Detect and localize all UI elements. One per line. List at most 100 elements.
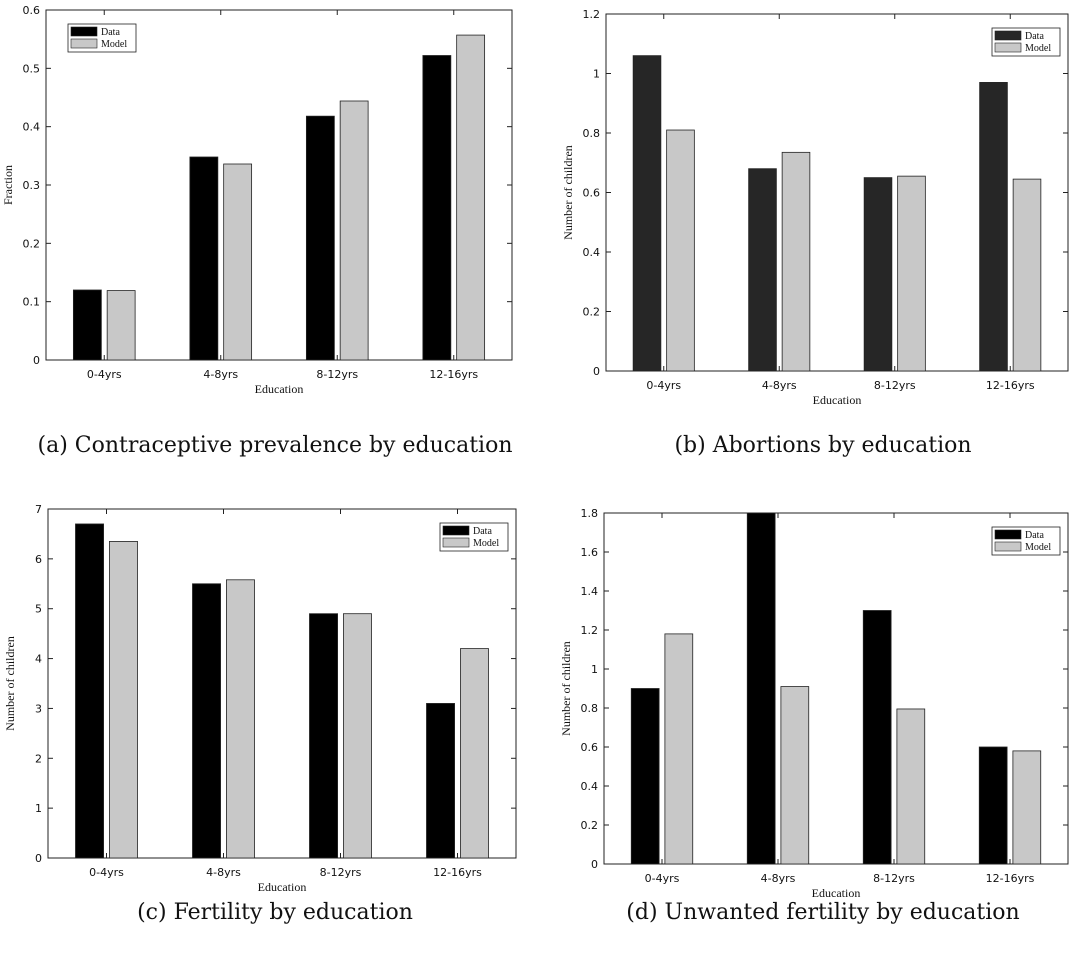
y-tick-label: 0.2 xyxy=(583,306,601,319)
y-tick-label: 1 xyxy=(35,802,42,815)
y-tick-label: 0 xyxy=(593,365,600,378)
x-tick-label: 8-12yrs xyxy=(874,379,916,392)
y-tick-label: 0.1 xyxy=(23,296,41,309)
y-tick-label: 0.8 xyxy=(581,702,599,715)
y-tick-label: 1.4 xyxy=(581,585,599,598)
y-tick-label: 0.4 xyxy=(23,121,41,134)
bar-model-4-8yrs xyxy=(223,163,253,361)
x-tick-label: 12-16yrs xyxy=(429,368,478,381)
y-tick-label: 1.2 xyxy=(583,8,601,21)
x-tick-label: 12-16yrs xyxy=(986,379,1035,392)
legend-label-data: Data xyxy=(101,27,120,38)
caption-c: (c) Fertility by education xyxy=(137,900,413,925)
x-tick-label: 4-8yrs xyxy=(203,368,238,381)
y-tick-label: 1.8 xyxy=(581,507,599,520)
legend-swatch-data xyxy=(994,30,1022,41)
caption-d: (d) Unwanted fertility by education xyxy=(626,900,1020,925)
y-tick-label: 0.6 xyxy=(583,187,601,200)
y-axis-label: Number of children xyxy=(559,641,573,736)
bar-data-8-12yrs xyxy=(305,115,335,361)
legend-label-model: Model xyxy=(473,538,499,549)
x-tick-label: 4-8yrs xyxy=(761,872,796,885)
legend-label-data: Data xyxy=(1025,530,1044,541)
x-axis-label: Education xyxy=(812,886,861,900)
y-tick-label: 0.2 xyxy=(23,237,41,250)
bar-data-4-8yrs xyxy=(748,168,777,372)
legend-swatch-data xyxy=(70,26,98,37)
y-tick-label: 6 xyxy=(35,553,42,566)
bar-data-8-12yrs xyxy=(862,610,892,865)
legend-swatch-data xyxy=(994,529,1022,540)
bar-model-8-12yrs xyxy=(896,708,926,865)
bar-data-0-4yrs xyxy=(630,688,660,865)
x-tick-label: 0-4yrs xyxy=(645,872,680,885)
bar-model-4-8yrs xyxy=(780,686,810,865)
y-tick-label: 0 xyxy=(33,354,40,367)
y-tick-label: 2 xyxy=(35,752,42,765)
y-tick-label: 5 xyxy=(35,603,42,616)
x-tick-label: 8-12yrs xyxy=(316,368,358,381)
x-tick-label: 0-4yrs xyxy=(89,866,124,879)
bar-data-8-12yrs xyxy=(863,177,893,372)
bar-data-0-4yrs xyxy=(72,289,102,361)
chart-d: 0 0.2 0.4 0.6 0.8 1 1.2 1.4 1.6 1.8 0-4yrs 4-8yrs 8-… xyxy=(559,507,1069,900)
bar-data-4-8yrs xyxy=(746,512,776,865)
bar-model-8-12yrs xyxy=(339,100,369,361)
legend-swatch-model xyxy=(70,38,98,49)
x-tick-label: 8-12yrs xyxy=(873,872,915,885)
y-tick-label: 0.4 xyxy=(583,246,601,259)
plot-frame xyxy=(603,512,1069,865)
y-axis-label: Fraction xyxy=(1,165,15,205)
caption-b: (b) Abortions by education xyxy=(674,433,972,458)
bar-data-12-16yrs xyxy=(422,55,452,361)
bar-model-8-12yrs xyxy=(897,175,926,372)
bar-data-12-16yrs xyxy=(426,703,455,859)
bar-model-8-12yrs xyxy=(343,613,372,859)
legend-swatch-model xyxy=(994,42,1022,53)
legend-swatch-data xyxy=(442,525,470,536)
caption-a: (a) Contraceptive prevalence by educatio… xyxy=(37,433,513,458)
y-tick-label: 3 xyxy=(35,702,42,715)
y-tick-label: 0.2 xyxy=(581,819,599,832)
legend-label-model: Model xyxy=(101,39,127,50)
bar-data-12-16yrs xyxy=(978,746,1008,865)
bar-model-12-16yrs xyxy=(1012,178,1042,372)
bar-model-12-16yrs xyxy=(456,34,486,361)
bar-model-12-16yrs xyxy=(460,648,489,859)
legend-swatch-model xyxy=(442,537,470,548)
legend-label-data: Data xyxy=(1025,31,1044,42)
y-tick-label: 1 xyxy=(593,68,600,81)
bar-data-0-4yrs xyxy=(632,55,662,372)
y-tick-label: 1 xyxy=(591,663,598,676)
y-tick-label: 1.6 xyxy=(581,546,599,559)
x-tick-label: 8-12yrs xyxy=(320,866,362,879)
x-tick-label: 0-4yrs xyxy=(87,368,122,381)
bar-model-4-8yrs xyxy=(781,151,811,372)
bar-data-4-8yrs xyxy=(189,156,219,361)
y-axis-label: Number of children xyxy=(561,145,575,240)
bar-model-0-4yrs xyxy=(664,633,694,865)
x-tick-label: 0-4yrs xyxy=(646,379,681,392)
legend-label-data: Data xyxy=(473,526,492,537)
y-tick-label: 0.6 xyxy=(581,741,599,754)
bar-model-0-4yrs xyxy=(666,129,695,372)
bar-data-12-16yrs xyxy=(979,82,1008,372)
legend-label-model: Model xyxy=(1025,43,1051,54)
plot-frame xyxy=(47,508,517,859)
y-tick-label: 0.8 xyxy=(583,127,601,140)
bar-model-12-16yrs xyxy=(1012,750,1042,865)
x-tick-label: 12-16yrs xyxy=(986,872,1035,885)
y-tick-label: 0.6 xyxy=(23,4,41,17)
bar-model-4-8yrs xyxy=(226,579,255,859)
x-axis-label: Education xyxy=(255,382,304,396)
chart-c: 0 1 2 3 4 5 6 7 0-4yrs 4-8yrs 8-12yrs 12-16yrs Educa… xyxy=(3,503,517,894)
y-tick-label: 1.2 xyxy=(581,624,599,637)
legend-label-model: Model xyxy=(1025,542,1051,553)
x-tick-label: 12-16yrs xyxy=(433,866,482,879)
chart-b: 0 0.2 0.4 0.6 0.8 1 1.2 0-4yrs 4-8yrs 8-12yrs 12-1… xyxy=(561,8,1069,407)
